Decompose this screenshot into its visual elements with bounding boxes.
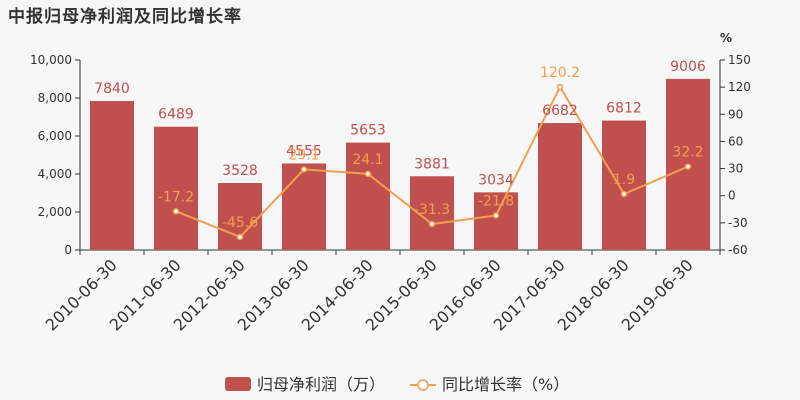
bar — [474, 192, 518, 250]
left-tick-label: 10,000 — [30, 53, 72, 67]
bar-value-label: 5653 — [350, 123, 386, 139]
growth-rate-point — [236, 233, 244, 241]
growth-rate-label: 32.2 — [672, 145, 703, 161]
growth-rate-label: 29.1 — [288, 147, 319, 163]
growth-rate-point — [556, 83, 564, 91]
growth-rate-label: 1.9 — [613, 172, 635, 188]
left-tick-label: 8,000 — [38, 91, 72, 105]
bar-value-label: 3528 — [222, 163, 258, 179]
left-tick-label: 0 — [64, 243, 72, 257]
growth-rate-label: -21.8 — [478, 193, 514, 209]
legend-line-label: 同比增长率（%） — [442, 375, 569, 394]
legend-bar-swatch — [225, 377, 251, 391]
growth-rate-label: -17.2 — [158, 189, 194, 205]
bar — [90, 101, 134, 250]
bar — [346, 142, 390, 250]
growth-rate-label: -31.3 — [414, 202, 450, 218]
growth-rate-point — [364, 170, 372, 178]
growth-rate-point — [620, 190, 628, 198]
bar-value-label: 6682 — [542, 103, 578, 119]
growth-rate-point — [492, 212, 500, 219]
bar — [602, 120, 646, 251]
right-tick-label: 30 — [728, 162, 743, 176]
bar-value-label: 6489 — [158, 107, 194, 123]
growth-rate-point — [428, 220, 436, 228]
legend-bar-label: 归母净利润（万） — [257, 375, 385, 394]
growth-rate-label: -45.6 — [222, 215, 258, 231]
right-tick-label: -60 — [728, 243, 748, 257]
bar-value-label: 7840 — [94, 81, 130, 97]
bar-value-label: 6812 — [606, 101, 642, 117]
left-tick-label: 6,000 — [38, 129, 72, 143]
chart-title: 中报归母净利润及同比增长率 — [8, 7, 242, 27]
right-tick-label: 60 — [728, 134, 743, 148]
right-tick-label: 120 — [728, 80, 751, 94]
right-tick-label: 150 — [728, 53, 751, 67]
left-tick-label: 4,000 — [38, 167, 72, 181]
right-tick-label: 90 — [728, 107, 743, 121]
bar — [154, 126, 198, 250]
growth-rate-point — [684, 163, 692, 170]
bar-value-label: 3881 — [414, 156, 450, 172]
right-axis-unit-label: % — [720, 31, 732, 45]
bar-value-label: 9006 — [670, 59, 706, 75]
growth-rate-point — [172, 208, 180, 215]
bar-value-label: 3034 — [478, 172, 514, 188]
left-tick-label: 2,000 — [38, 205, 72, 219]
right-tick-label: -30 — [728, 216, 748, 230]
bar — [538, 123, 582, 250]
growth-rate-point — [300, 166, 308, 173]
growth-rate-label: 120.2 — [540, 65, 580, 81]
right-tick-label: 0 — [728, 189, 736, 203]
growth-rate-label: 24.1 — [352, 152, 383, 168]
legend-line-marker — [417, 379, 429, 391]
bar-value-label: 4555 — [286, 143, 322, 159]
bar — [282, 163, 326, 250]
